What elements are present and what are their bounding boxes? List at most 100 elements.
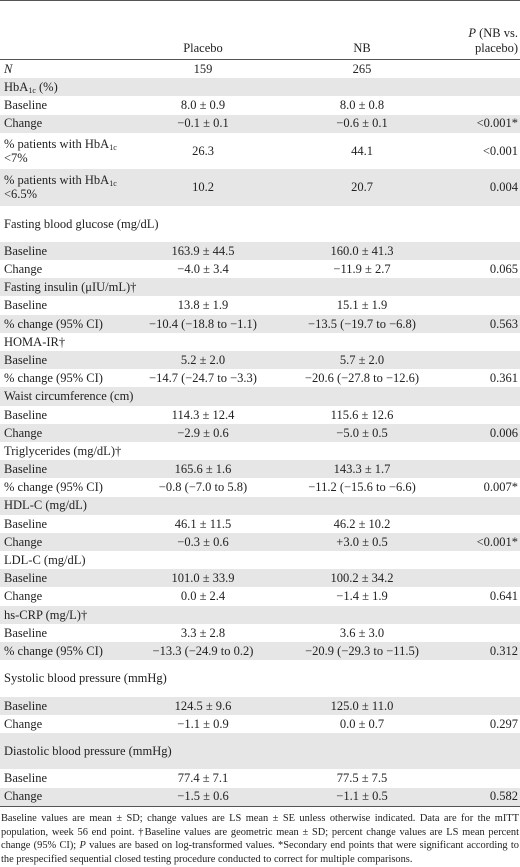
table-row: Change −1.1 ± 0.9 0.0 ± 0.7 0.297 [0, 715, 520, 733]
results-table: Placebo NB P (NB vs. placebo) N 159 265 HbA… [0, 0, 520, 807]
nb-cell: 265 [352, 61, 372, 76]
header-p-value: P (NB vs. placebo) [442, 0, 520, 60]
row-label: Baseline [0, 460, 124, 479]
section-row: Fasting blood glucose (mg/dL) [0, 206, 520, 242]
row-label: Baseline [4, 516, 48, 531]
placebo-cell: 3.3 ± 2.8 [180, 625, 226, 640]
placebo-cell: −0.1 ± 0.1 [124, 114, 282, 133]
header-row: Placebo NB P (NB vs. placebo) [0, 0, 520, 60]
section-row: LDL-C (mg/dL) [0, 551, 520, 569]
nb-cell: 44.1 [351, 143, 373, 158]
row-label: Baseline [4, 98, 48, 113]
p-value-cell [442, 241, 520, 261]
table-row: % patients with HbA1c <7% 26.3 44.1 <0.001 [0, 133, 520, 169]
p-value-cell: 0.007* [483, 480, 518, 495]
p-value-cell: 0.004 [442, 169, 520, 206]
table-row: % change (95% CI) −13.3 (−24.9 to 0.2) −20… [0, 642, 520, 661]
row-label: % change (95% CI) [0, 642, 124, 661]
section-label: LDL-C (mg/dL) [4, 553, 86, 568]
nb-cell: −11.9 ± 2.7 [333, 262, 391, 277]
row-label: Change [4, 262, 43, 277]
section-row: HDL-C (mg/dL) [0, 496, 520, 515]
header-label [0, 0, 124, 60]
placebo-cell: −10.4 (−18.8 to −1.1) [124, 314, 282, 333]
p-value-cell [442, 60, 520, 79]
placebo-cell: 77.4 ± 7.1 [177, 771, 229, 786]
p-value-cell [442, 296, 520, 314]
table-row: Change −0.3 ± 0.6 +3.0 ± 0.5 <0.001* [0, 532, 520, 552]
table-row: Baseline 3.3 ± 2.8 3.6 ± 3.0 [0, 624, 520, 642]
placebo-cell: 0.0 ± 2.4 [180, 589, 226, 604]
p-value-cell: <0.001 [482, 143, 518, 158]
nb-cell: 15.1 ± 1.9 [336, 298, 388, 313]
row-label: Baseline [4, 407, 48, 422]
nb-cell: −20.9 (−29.3 to −11.5) [282, 642, 442, 661]
nb-cell: 77.5 ± 7.5 [336, 771, 388, 786]
row-label: % patients with HbA1c <6.5% [0, 169, 124, 206]
section-row: Systolic blood pressure (mmHg) [0, 660, 520, 696]
table-row: % change (95% CI) −10.4 (−18.8 to −1.1) −1… [0, 314, 520, 333]
table-row: Baseline 77.4 ± 7.1 77.5 ± 7.5 [0, 769, 520, 787]
p-value-cell: 0.563 [442, 314, 520, 333]
placebo-cell: 46.1 ± 11.5 [174, 516, 232, 531]
row-label: Baseline [0, 569, 124, 588]
p-value-cell: 0.297 [489, 716, 518, 731]
section-label: Waist circumference (cm) [0, 387, 520, 406]
placebo-cell: 165.6 ± 1.6 [124, 460, 282, 479]
p-value-cell: <0.001* [442, 532, 520, 552]
section-row: Waist circumference (cm) [0, 387, 520, 406]
row-label: Baseline [4, 625, 48, 640]
table-row: Baseline 5.2 ± 2.0 5.7 ± 2.0 [0, 351, 520, 370]
table-row: Baseline 13.8 ± 1.9 15.1 ± 1.9 [0, 296, 520, 314]
nb-cell: −5.0 ± 0.5 [282, 423, 442, 442]
placebo-cell: −1.5 ± 0.6 [124, 787, 282, 807]
placebo-cell: 114.3 ± 12.4 [171, 407, 235, 422]
row-label: Baseline [0, 351, 124, 370]
row-label: Change [4, 589, 43, 604]
section-label: Systolic blood pressure (mmHg) [4, 671, 167, 686]
nb-cell: −20.6 (−27.8 to −12.6) [304, 371, 420, 386]
p-value-cell [442, 515, 520, 533]
p-value-cell [442, 569, 520, 588]
table-row: % change (95% CI) −0.8 (−7.0 to 5.8) −11.2… [0, 478, 520, 496]
p-value-cell [442, 769, 520, 787]
placebo-cell: 5.2 ± 2.0 [124, 351, 282, 370]
p-value-cell [442, 96, 520, 114]
header-placebo: Placebo [124, 0, 282, 60]
nb-cell: 160.0 ± 41.3 [282, 241, 442, 261]
p-value-cell: 0.582 [442, 787, 520, 807]
section-row: Fasting insulin (μIU/mL)† [0, 278, 520, 297]
placebo-cell: 101.0 ± 33.9 [124, 569, 282, 588]
n-row: N 159 265 [0, 60, 520, 79]
placebo-cell: 26.3 [192, 143, 214, 158]
table-row: Baseline 114.3 ± 12.4 115.6 ± 12.6 [0, 406, 520, 424]
row-label: Baseline [0, 696, 124, 715]
nb-cell: 5.7 ± 2.0 [282, 351, 442, 370]
p-value-cell: 0.065 [489, 262, 518, 277]
table-row: Baseline 165.6 ± 1.6 143.3 ± 1.7 [0, 460, 520, 479]
section-row: HbA1c (%) [0, 78, 520, 97]
section-label: Fasting blood glucose (mg/dL) [4, 216, 159, 231]
table-row: Change −2.9 ± 0.6 −5.0 ± 0.5 0.006 [0, 423, 520, 442]
placebo-cell: −4.0 ± 3.4 [177, 262, 229, 277]
section-label: HDL-C (mg/dL) [0, 496, 520, 515]
row-label: Change [0, 423, 124, 442]
nb-cell: 0.0 ± 0.7 [339, 716, 385, 731]
header-nb: NB [282, 0, 442, 60]
table-row: Baseline 46.1 ± 11.5 46.2 ± 10.2 [0, 515, 520, 533]
row-label: Change [0, 532, 124, 552]
placebo-cell: −0.3 ± 0.6 [124, 532, 282, 552]
p-value-cell [442, 624, 520, 642]
table-row: % change (95% CI) −14.7 (−24.7 to −3.3) −2… [0, 369, 520, 387]
row-label: Change [0, 787, 124, 807]
section-label: hs-CRP (mg/L)† [0, 605, 520, 624]
nb-cell: 46.2 ± 10.2 [333, 516, 391, 531]
p-value-cell: <0.001* [442, 114, 520, 133]
nb-cell: 20.7 [282, 169, 442, 206]
placebo-cell: −2.9 ± 0.6 [124, 423, 282, 442]
section-label: Triglycerides (mg/dL)† [4, 443, 122, 458]
nb-cell: −0.6 ± 0.1 [282, 114, 442, 133]
row-label: Change [4, 716, 43, 731]
table-row: Baseline 163.9 ± 44.5 160.0 ± 41.3 [0, 241, 520, 261]
section-row: HOMA-IR† [0, 333, 520, 351]
